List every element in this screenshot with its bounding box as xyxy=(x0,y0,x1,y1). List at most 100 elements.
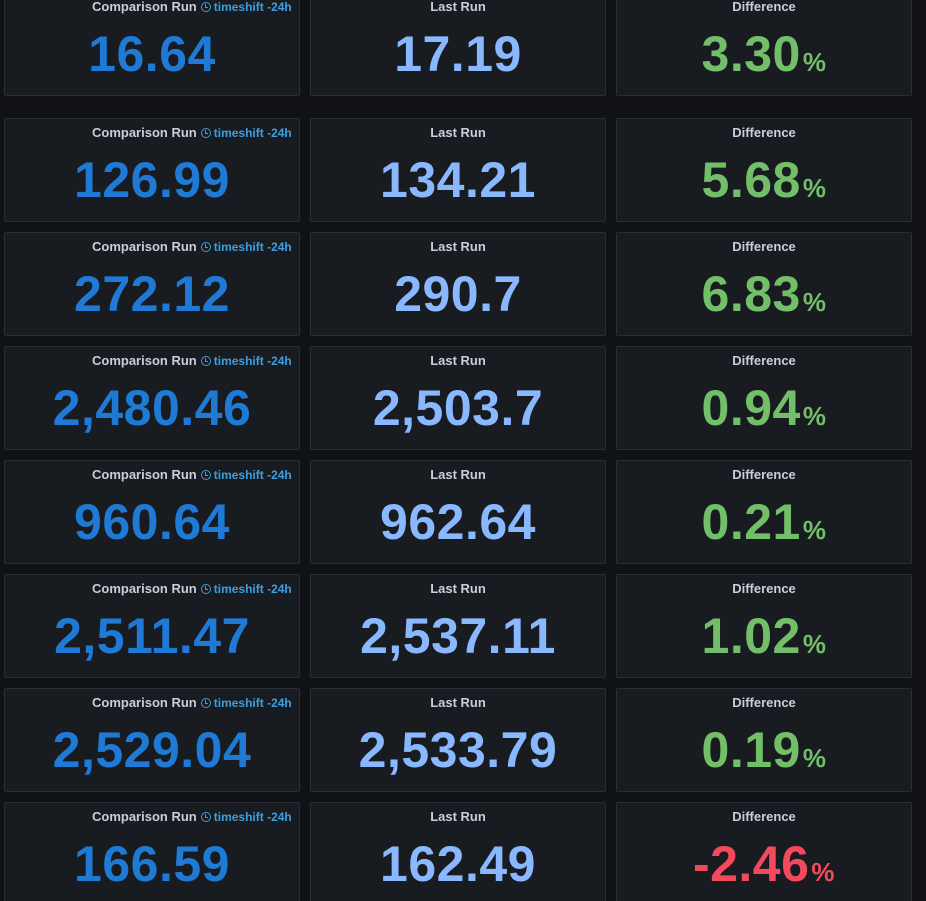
panel-title[interactable]: Difference xyxy=(732,581,796,596)
comparison-run-panel[interactable]: Comparison Run timeshift -24h 126.99 xyxy=(4,118,300,222)
timeshift-text: timeshift -24h xyxy=(213,354,292,368)
last-run-panel[interactable]: Last Run 17.19 xyxy=(310,0,606,96)
panel-row: Comparison Run timeshift -24h 960.64 Last R… xyxy=(4,460,916,566)
panel-title[interactable]: Difference xyxy=(732,353,796,368)
panel-title[interactable]: Comparison Run timeshift -24h xyxy=(92,125,292,140)
difference-number: 1.02 xyxy=(701,608,801,664)
difference-number: 0.19 xyxy=(701,722,801,778)
percent-unit: % xyxy=(802,743,827,773)
timeshift-info: timeshift -24h xyxy=(200,126,292,140)
last-run-panel[interactable]: Last Run 290.7 xyxy=(310,232,606,336)
percent-unit: % xyxy=(802,515,827,545)
difference-number: 6.83 xyxy=(701,266,801,322)
panel-title[interactable]: Last Run xyxy=(430,809,486,824)
panel-title-text: Comparison Run xyxy=(92,239,197,254)
panel-title[interactable]: Last Run xyxy=(430,695,486,710)
panel-title[interactable]: Difference xyxy=(732,239,796,254)
difference-panel[interactable]: Difference 6.83% xyxy=(616,232,912,336)
comparison-run-panel[interactable]: Comparison Run timeshift -24h 960.64 xyxy=(4,460,300,564)
last-run-value: 2,533.79 xyxy=(358,722,558,778)
panel-row: Comparison Run timeshift -24h 2,511.47 Last… xyxy=(4,574,916,680)
panel-title[interactable]: Last Run xyxy=(430,125,486,140)
comparison-value: 126.99 xyxy=(74,152,230,208)
panel-title[interactable]: Difference xyxy=(732,0,796,14)
panel-row: Comparison Run timeshift -24h 2,529.04 Last… xyxy=(4,688,916,794)
timeshift-info: timeshift -24h xyxy=(200,0,292,14)
panel-title-text: Comparison Run xyxy=(92,695,197,710)
timeshift-text: timeshift -24h xyxy=(213,240,292,254)
panel-title[interactable]: Last Run xyxy=(430,581,486,596)
last-run-panel[interactable]: Last Run 2,533.79 xyxy=(310,688,606,792)
panel-title[interactable]: Difference xyxy=(732,695,796,710)
difference-value: -2.46% xyxy=(617,833,911,901)
timeshift-text: timeshift -24h xyxy=(213,126,292,140)
percent-unit: % xyxy=(802,287,827,317)
panel-title[interactable]: Last Run xyxy=(430,239,486,254)
clock-icon xyxy=(200,698,211,708)
panel-title[interactable]: Comparison Run timeshift -24h xyxy=(92,809,292,824)
last-run-value: 2,537.11 xyxy=(360,608,556,664)
difference-panel[interactable]: Difference 3.30% xyxy=(616,0,912,96)
difference-panel[interactable]: Difference 1.02% xyxy=(616,574,912,678)
panel-title[interactable]: Comparison Run timeshift -24h xyxy=(92,467,292,482)
difference-panel[interactable]: Difference 0.94% xyxy=(616,346,912,450)
difference-value: 3.30% xyxy=(617,23,911,93)
comparison-run-panel[interactable]: Comparison Run timeshift -24h 2,529.04 xyxy=(4,688,300,792)
panel-title[interactable]: Difference xyxy=(732,125,796,140)
difference-panel[interactable]: Difference -2.46% xyxy=(616,802,912,901)
last-run-value: 2,503.7 xyxy=(372,380,544,436)
panel-row: Comparison Run timeshift -24h 126.99 Last R… xyxy=(4,118,916,224)
panel-title[interactable]: Last Run xyxy=(430,0,486,14)
difference-number: 3.30 xyxy=(701,26,801,82)
panel-title[interactable]: Comparison Run timeshift -24h xyxy=(92,0,292,14)
timeshift-text: timeshift -24h xyxy=(213,468,292,482)
panel-row: Comparison Run timeshift -24h 2,480.46 Last… xyxy=(4,346,916,452)
comparison-run-panel[interactable]: Comparison Run timeshift -24h 166.59 xyxy=(4,802,300,901)
comparison-value: 2,480.46 xyxy=(52,380,252,436)
comparison-value: 960.64 xyxy=(74,494,230,550)
comparison-value: 272.12 xyxy=(74,266,230,322)
timeshift-info: timeshift -24h xyxy=(200,696,292,710)
panel-title[interactable]: Comparison Run timeshift -24h xyxy=(92,695,292,710)
timeshift-text: timeshift -24h xyxy=(213,0,292,14)
percent-unit: % xyxy=(802,401,827,431)
panel-title[interactable]: Comparison Run timeshift -24h xyxy=(92,353,292,368)
comparison-run-panel[interactable]: Comparison Run timeshift -24h 272.12 xyxy=(4,232,300,336)
comparison-value: 2,511.47 xyxy=(54,608,250,664)
last-run-panel[interactable]: Last Run 2,503.7 xyxy=(310,346,606,450)
last-run-panel[interactable]: Last Run 134.21 xyxy=(310,118,606,222)
clock-icon xyxy=(200,128,211,138)
last-run-panel[interactable]: Last Run 962.64 xyxy=(310,460,606,564)
clock-icon xyxy=(200,812,211,822)
percent-unit: % xyxy=(802,629,827,659)
difference-value: 0.19% xyxy=(617,719,911,789)
comparison-run-panel[interactable]: Comparison Run timeshift -24h 2,480.46 xyxy=(4,346,300,450)
last-run-value: 290.7 xyxy=(394,266,522,322)
last-run-panel[interactable]: Last Run 2,537.11 xyxy=(310,574,606,678)
difference-panel[interactable]: Difference 0.21% xyxy=(616,460,912,564)
difference-number: -2.46 xyxy=(692,836,810,892)
panel-title-text: Comparison Run xyxy=(92,809,197,824)
timeshift-text: timeshift -24h xyxy=(213,810,292,824)
difference-panel[interactable]: Difference 5.68% xyxy=(616,118,912,222)
last-run-panel[interactable]: Last Run 162.49 xyxy=(310,802,606,901)
comparison-value: 166.59 xyxy=(74,836,230,892)
percent-unit: % xyxy=(811,857,836,887)
last-run-value: 162.49 xyxy=(380,836,536,892)
panel-title[interactable]: Comparison Run timeshift -24h xyxy=(92,239,292,254)
panel-title[interactable]: Last Run xyxy=(430,353,486,368)
panel-title-text: Comparison Run xyxy=(92,353,197,368)
panel-row: Comparison Run timeshift -24h 16.64 Last Ru… xyxy=(4,0,916,98)
difference-panel[interactable]: Difference 0.19% xyxy=(616,688,912,792)
panel-title[interactable]: Difference xyxy=(732,809,796,824)
clock-icon xyxy=(200,242,211,252)
difference-number: 0.94 xyxy=(701,380,801,436)
timeshift-text: timeshift -24h xyxy=(213,582,292,596)
panel-title[interactable]: Comparison Run timeshift -24h xyxy=(92,581,292,596)
comparison-run-panel[interactable]: Comparison Run timeshift -24h 2,511.47 xyxy=(4,574,300,678)
panel-title[interactable]: Last Run xyxy=(430,467,486,482)
comparison-run-panel[interactable]: Comparison Run timeshift -24h 16.64 xyxy=(4,0,300,96)
panel-title[interactable]: Difference xyxy=(732,467,796,482)
difference-number: 5.68 xyxy=(701,152,801,208)
